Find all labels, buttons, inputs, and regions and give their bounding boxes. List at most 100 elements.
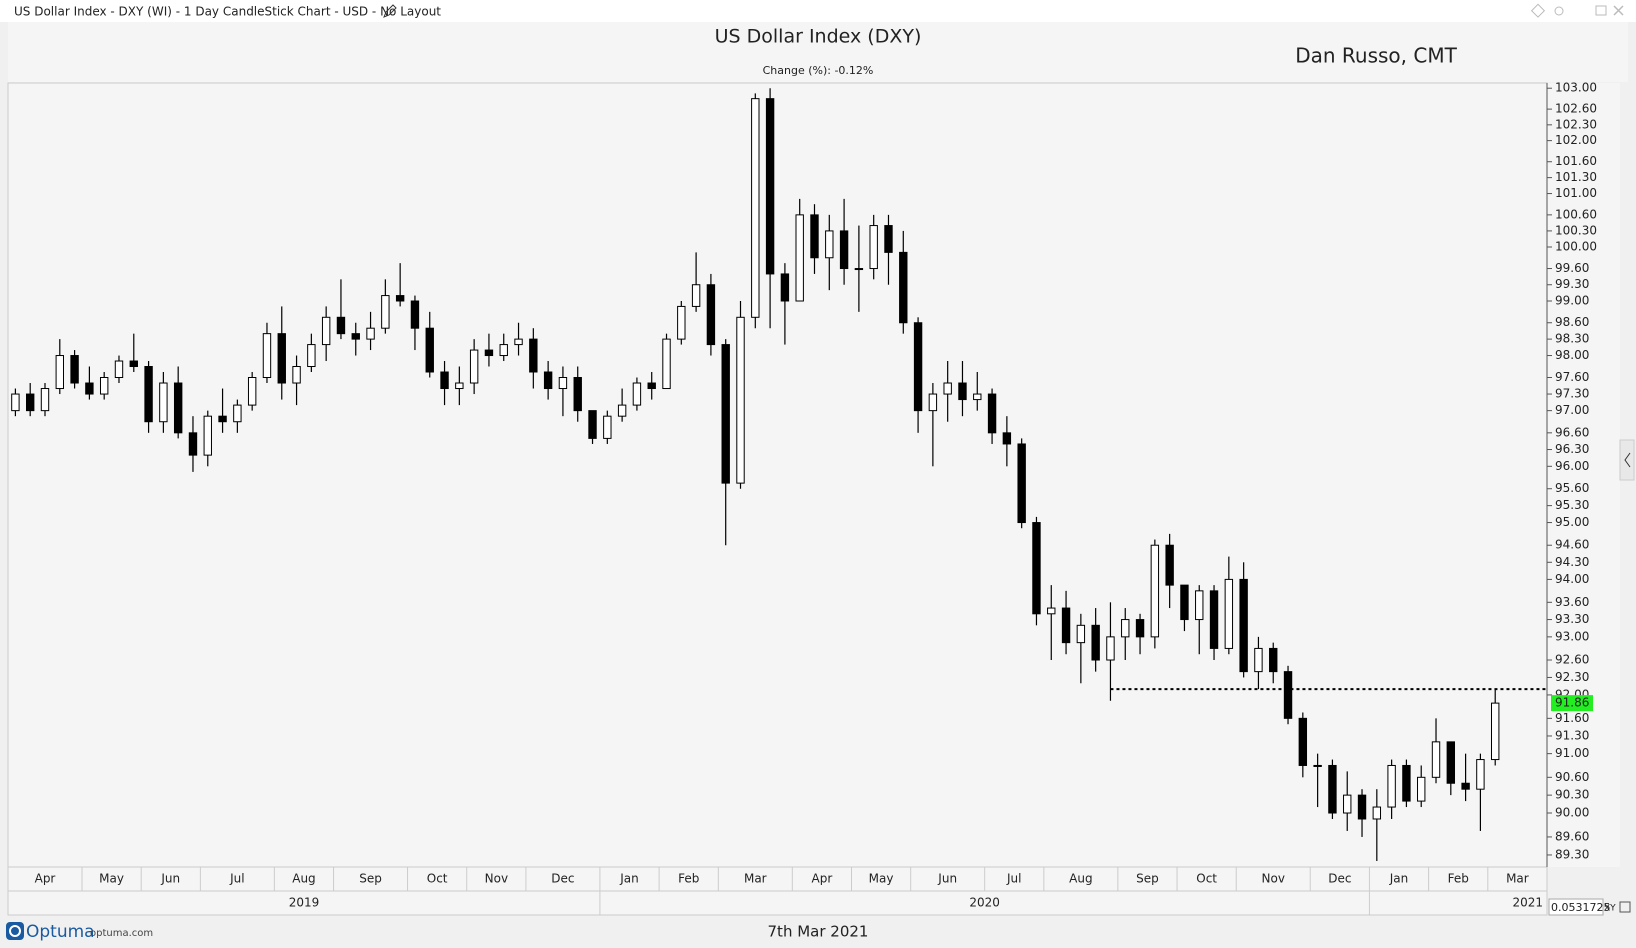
candle-body [1121,619,1130,638]
candle-body [1165,544,1174,586]
candle-body [1417,776,1426,802]
x-tick-label: Aug [292,872,315,886]
x-tick-label: Aug [1069,872,1092,886]
x-tick-label: Jun [937,872,957,886]
candle-body [928,393,938,412]
y-tick-label: 92.30 [1555,670,1589,684]
candle-body [1269,647,1278,673]
year-label: 2020 [969,896,1000,910]
x-tick-label: Mar [1506,872,1529,886]
candle-body [1254,647,1263,673]
y-tick-label: 91.60 [1555,711,1589,725]
x-tick-label: Oct [1196,872,1217,886]
plot-area [7,82,1548,868]
x-tick-label: Dec [1328,872,1351,886]
y-tick-label: 90.60 [1555,770,1589,784]
candle-body [1209,590,1219,649]
scale-mode[interactable]: XY [1604,904,1616,914]
x-tick-label: Jan [1389,872,1409,886]
y-tick-label: 97.00 [1555,403,1589,417]
y-tick-label: 98.00 [1555,348,1589,362]
candle-body [736,316,745,484]
candle-body [617,404,627,417]
y-tick-label: 98.30 [1555,332,1589,346]
candle-body [277,333,286,384]
candle-body [307,344,316,368]
close-icon[interactable] [1613,5,1624,16]
candle-body [351,333,360,340]
candle-body [1002,432,1012,445]
candle-body [262,333,272,379]
x-tick-label: Nov [1262,872,1285,886]
diamond-icon[interactable] [1530,3,1546,18]
candle-body [1091,624,1100,661]
y-tick-label: 100.60 [1555,207,1597,221]
candle-body [469,349,479,384]
candle-body [913,322,923,412]
candle-body [484,349,494,357]
candle-body [943,382,952,395]
x-tick-label: Apr [812,872,833,886]
x-tick-label: Dec [551,872,574,886]
candle-body [884,225,893,253]
candle-body [25,393,35,412]
y-tick-label: 96.60 [1555,425,1589,439]
candle-body [70,355,79,384]
pin-icon[interactable] [1554,6,1564,16]
y-tick-label: 102.60 [1555,102,1597,116]
candle-body [129,360,138,368]
candle-body [188,432,198,456]
edit-icon[interactable] [383,4,397,18]
candle-body [1328,764,1337,814]
candle-body [706,284,716,346]
candle-body [558,377,568,390]
candle-body [543,371,553,390]
y-tick-label: 90.00 [1555,806,1589,820]
x-tick-label: Jun [160,872,180,886]
y-tick-label: 95.00 [1555,515,1589,529]
header [8,22,1628,82]
candle-body [99,377,109,395]
y-tick-label: 90.30 [1555,788,1589,802]
y-axis-area [1547,83,1620,867]
candle-body [440,371,449,390]
y-tick-label: 94.30 [1555,555,1589,569]
candle-body [1402,764,1411,802]
scale-box[interactable] [1548,898,1604,916]
candle-body [1283,671,1293,719]
y-tick-label: 91.30 [1555,728,1589,742]
candle-body [1061,607,1071,644]
y-tick-label: 103.00 [1555,81,1597,95]
candle-body [292,366,301,384]
restore-icon[interactable] [1595,5,1607,16]
y-tick-label: 97.30 [1555,387,1589,401]
candle-body [247,377,257,406]
candle-body [1076,624,1086,644]
candle-body [1195,590,1204,621]
candle-body [1047,607,1056,615]
x-tick-label: Apr [35,872,56,886]
candle-body [455,382,464,390]
x-tick-label: Sep [1136,872,1159,886]
candle-body [958,382,967,401]
candle-body [573,377,582,412]
y-tick-label: 102.30 [1555,117,1597,131]
side-panel-toggle[interactable] [1619,439,1635,481]
candle-body [691,284,701,307]
candle-body [55,355,64,390]
y-tick-label: 98.60 [1555,315,1589,329]
title-bar [0,0,1636,22]
candle-body [1431,741,1441,778]
y-tick-label: 95.60 [1555,481,1589,495]
lock-icon[interactable] [1619,901,1631,913]
candle-body [159,382,168,423]
candle-body [514,338,523,346]
candle-body [381,295,390,329]
candle-body [336,316,346,335]
x-tick-label: Oct [427,872,448,886]
y-tick-label: 89.30 [1555,847,1589,861]
candle-body [869,225,878,270]
chart-title: US Dollar Index (DXY) [715,26,922,48]
